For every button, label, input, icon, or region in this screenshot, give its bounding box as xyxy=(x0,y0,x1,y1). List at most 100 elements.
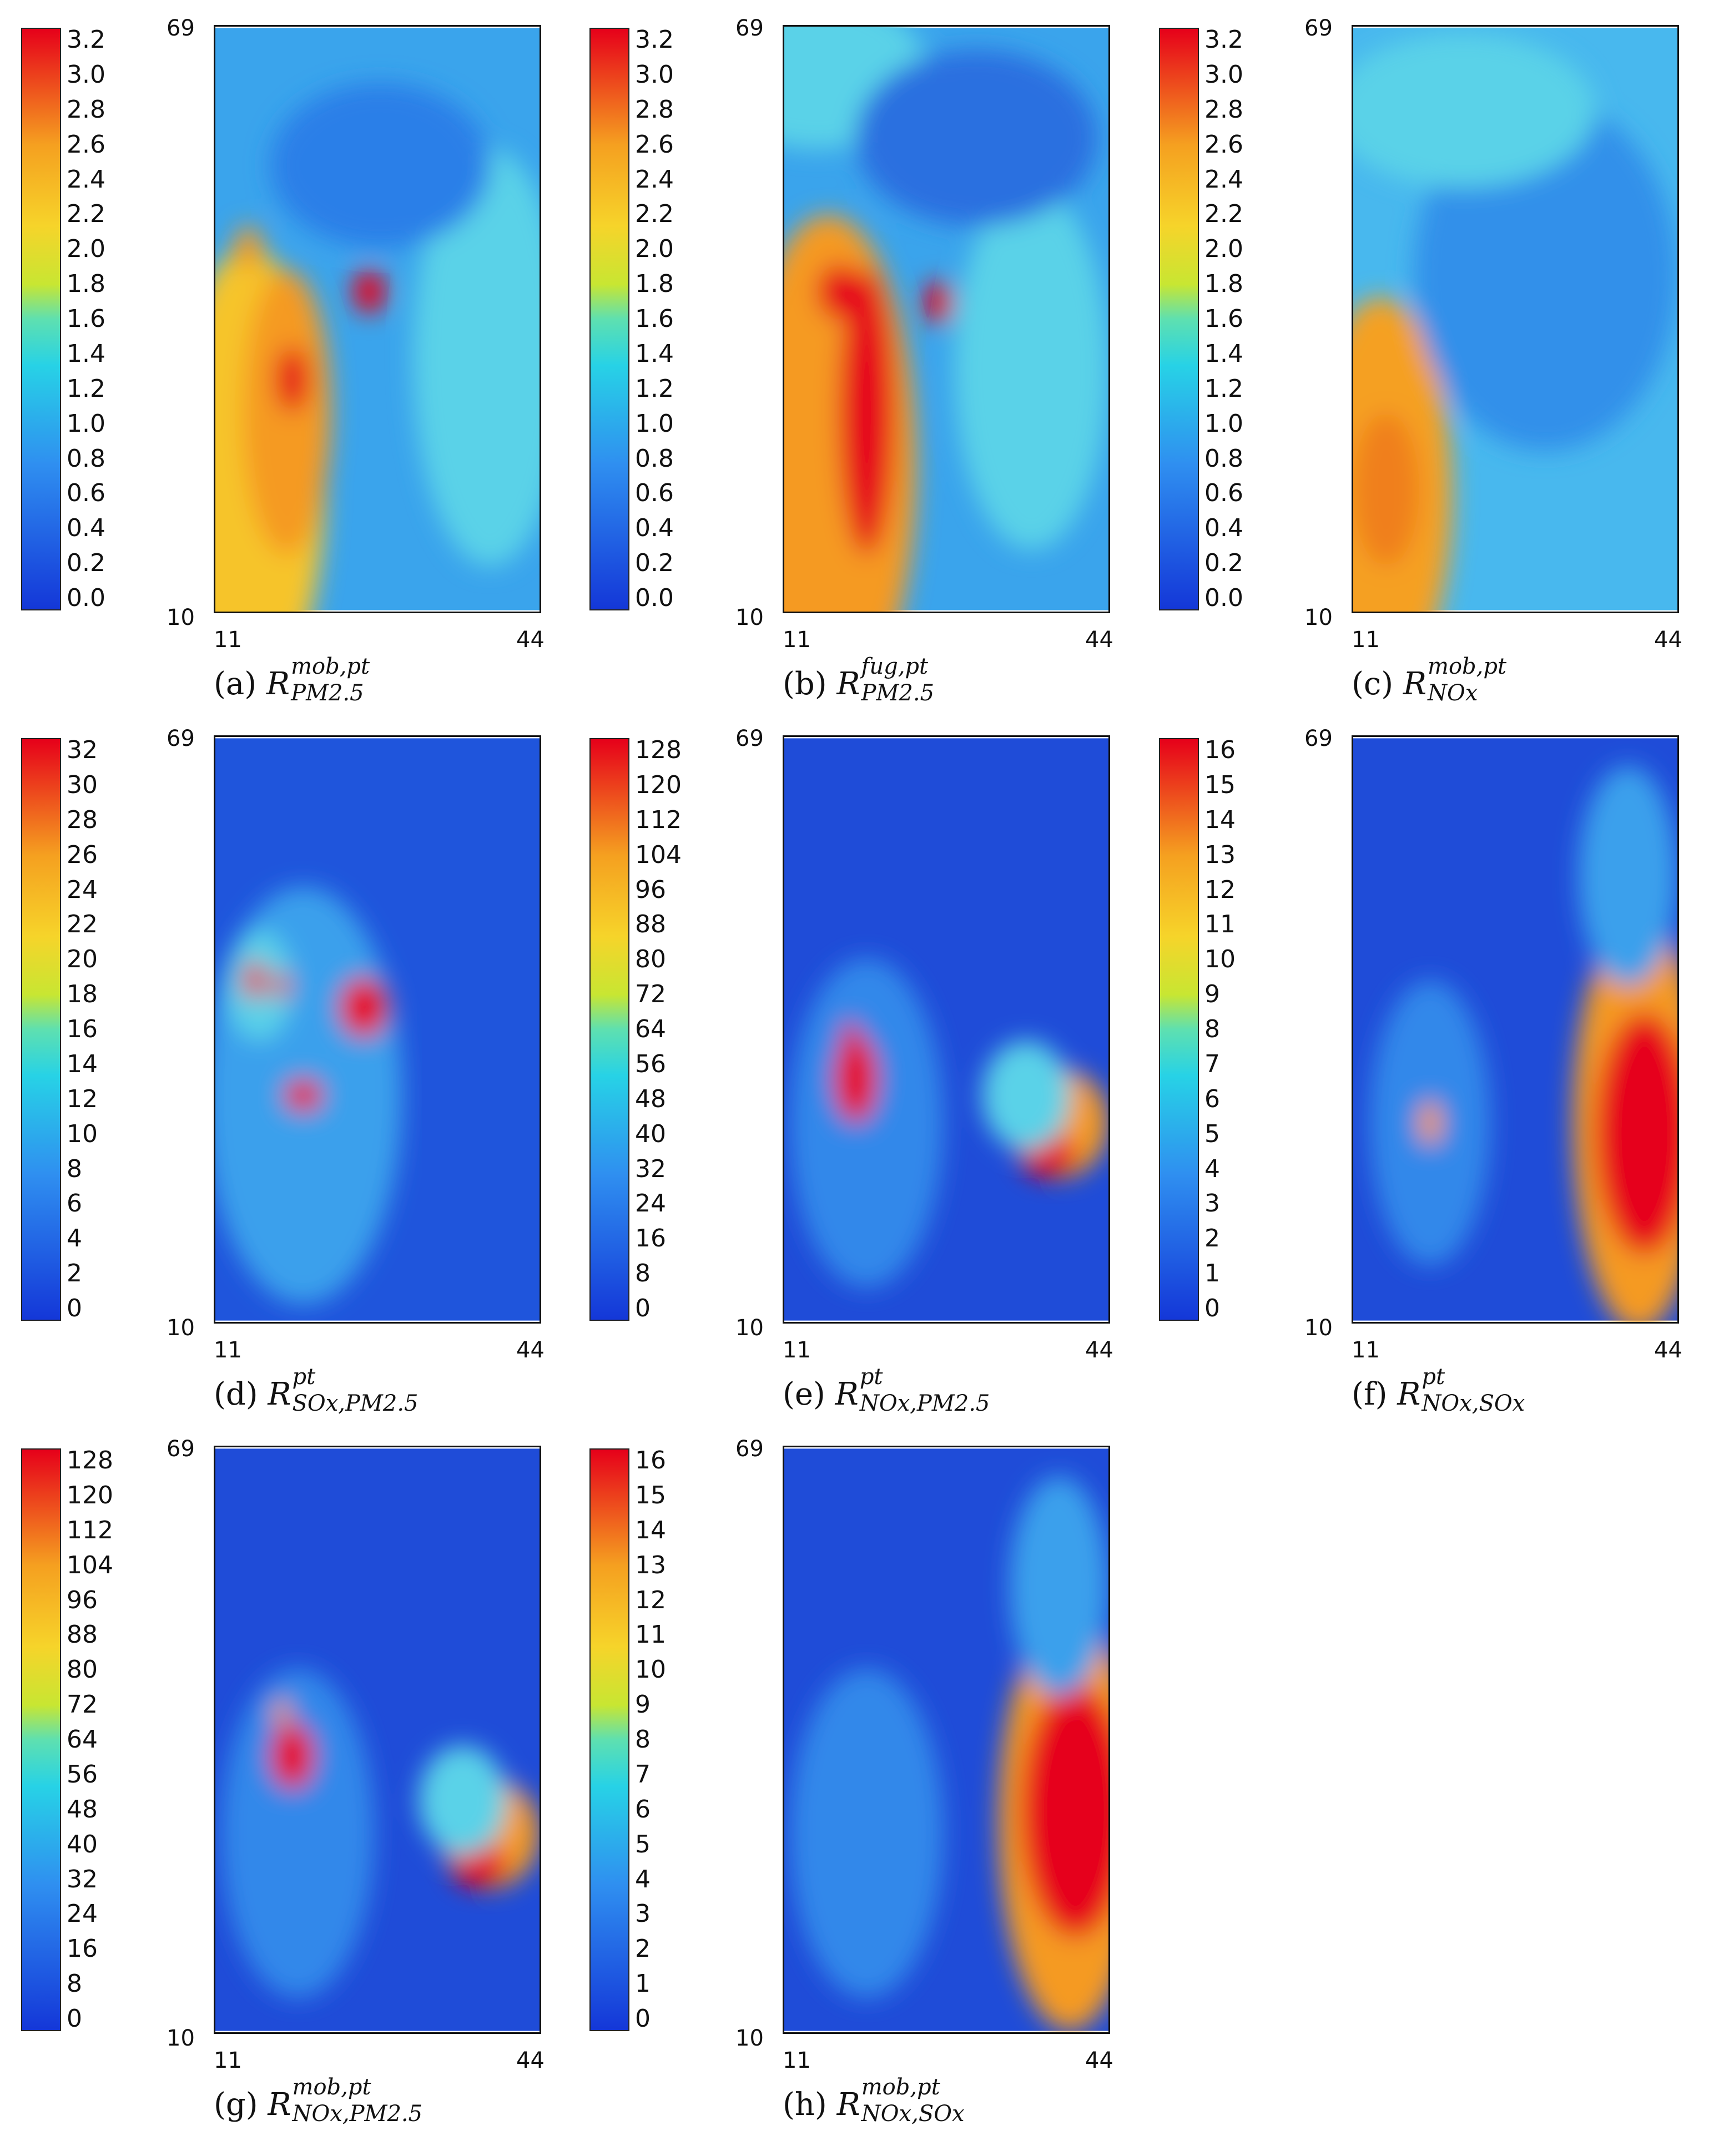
colorbar-tick-label: 24 xyxy=(67,875,98,904)
caption-superscript: mob,pt xyxy=(292,2074,371,2100)
colorbar-tick-label: 72 xyxy=(67,1690,98,1719)
colorbar-tick-label: 1.2 xyxy=(1204,374,1243,403)
colorbar-tick-label: 64 xyxy=(635,1015,666,1043)
x-left-label: 11 xyxy=(1352,627,1380,653)
colorbar-tick-label: 40 xyxy=(635,1119,666,1148)
colorbar-tick-label: 20 xyxy=(67,945,98,974)
colorbar-tick-label: 1.4 xyxy=(67,339,105,368)
colorbar-tick-label: 2.8 xyxy=(1204,95,1243,124)
panel-label: (d) xyxy=(214,1376,258,1412)
x-left-label: 11 xyxy=(214,627,242,653)
caption-superscript: pt xyxy=(859,1364,883,1390)
colorbar-tick-label: 14 xyxy=(635,1516,666,1544)
colorbar-gradient xyxy=(1159,738,1199,1321)
y-bottom-label: 10 xyxy=(167,2026,195,2051)
map-e xyxy=(783,735,1110,1324)
x-left-label: 11 xyxy=(783,627,811,653)
x-left-label: 11 xyxy=(783,2048,811,2073)
colorbar-tick-label: 10 xyxy=(1204,945,1236,974)
ratio-symbol: R xyxy=(835,1376,859,1412)
colorbar-tick-label: 7 xyxy=(1204,1049,1220,1078)
colorbar-gradient xyxy=(21,738,61,1321)
x-left-label: 11 xyxy=(214,1337,242,1363)
colorbar-tick-label: 0.2 xyxy=(635,549,674,578)
colorbar-tick-label: 12 xyxy=(67,1084,98,1113)
colorbar-tick-label: 64 xyxy=(67,1725,98,1754)
x-left-label: 11 xyxy=(783,1337,811,1363)
colorbar-tick-label: 4 xyxy=(67,1224,82,1253)
panel-label: (a) xyxy=(214,666,257,702)
colorbar-tick-label: 24 xyxy=(635,1189,666,1218)
colorbar-tick-label: 2 xyxy=(67,1259,82,1288)
caption-superscript: mob,pt xyxy=(291,654,370,679)
colorbar-tick-label: 1.6 xyxy=(1204,305,1243,333)
ratio-symbol: R xyxy=(1403,666,1427,702)
y-bottom-label: 10 xyxy=(735,1315,764,1341)
colorbar-tick-label: 0.8 xyxy=(1204,444,1243,473)
colorbar-tick-label: 0.6 xyxy=(635,479,674,508)
colorbar-tick-label: 15 xyxy=(1204,770,1236,799)
colorbar-tick-label: 5 xyxy=(635,1830,651,1859)
y-top-label: 69 xyxy=(735,1436,764,1462)
colorbar-tick-label: 104 xyxy=(635,840,682,869)
colorbar-tick-label: 9 xyxy=(635,1690,651,1719)
colorbar-gradient xyxy=(589,1448,629,2031)
colorbar-tick-label: 0 xyxy=(67,1294,82,1322)
colorbar-tick-label: 0.6 xyxy=(1204,479,1243,508)
colorbar-tick-label: 88 xyxy=(635,910,666,939)
colorbar-tick-label: 4 xyxy=(635,1865,651,1894)
colorbar-tick-label: 56 xyxy=(635,1049,666,1078)
colorbar-tick-label: 1.6 xyxy=(635,305,674,333)
colorbar-tick-label: 3.2 xyxy=(1204,26,1243,54)
colorbar-tick-label: 120 xyxy=(635,770,682,799)
colorbar-tick-label: 80 xyxy=(635,945,666,974)
y-top-label: 69 xyxy=(167,16,195,41)
colorbar-tick-label: 2.2 xyxy=(1204,200,1243,229)
colorbar-tick-label: 0 xyxy=(635,2004,651,2033)
colorbar-tick-label: 0.2 xyxy=(67,549,105,578)
x-right-label: 44 xyxy=(1654,1337,1682,1363)
colorbar-tick-label: 40 xyxy=(67,1830,98,1859)
colorbar-tick-label: 11 xyxy=(635,1620,666,1649)
colorbar-tick-label: 1.8 xyxy=(67,270,105,299)
map-h xyxy=(783,1446,1110,2034)
colorbar-tick-label: 0 xyxy=(635,1294,651,1322)
x-right-label: 44 xyxy=(1654,627,1682,653)
colorbar-tick-label: 24 xyxy=(67,1900,98,1928)
colorbar-tick-label: 6 xyxy=(67,1189,82,1218)
colorbar-gradient xyxy=(21,1448,61,2031)
map-a xyxy=(214,25,541,613)
colorbar-tick-label: 2.0 xyxy=(67,235,105,264)
y-bottom-label: 10 xyxy=(1304,1315,1333,1341)
y-top-label: 69 xyxy=(167,1436,195,1462)
x-right-label: 44 xyxy=(1085,2048,1113,2073)
colorbar-gradient xyxy=(589,28,629,610)
y-top-label: 69 xyxy=(735,16,764,41)
colorbar-tick-label: 12 xyxy=(635,1586,666,1614)
map-f xyxy=(1352,735,1679,1324)
x-right-label: 44 xyxy=(516,2048,545,2073)
colorbar-tick-label: 1.4 xyxy=(635,339,674,368)
y-bottom-label: 10 xyxy=(167,605,195,630)
colorbar-tick-label: 0.4 xyxy=(1204,514,1243,543)
colorbar-tick-label: 2.8 xyxy=(635,95,674,124)
colorbar-tick-label: 120 xyxy=(67,1481,113,1509)
panel-label: (h) xyxy=(783,2087,827,2123)
colorbar-gradient xyxy=(1159,28,1199,610)
colorbar-tick-label: 112 xyxy=(67,1516,113,1544)
map-g xyxy=(214,1446,541,2034)
y-top-label: 69 xyxy=(1304,726,1333,751)
caption-superscript: fug,pt xyxy=(861,654,929,679)
colorbar-tick-label: 30 xyxy=(67,770,98,799)
colorbar-tick-label: 16 xyxy=(635,1224,666,1253)
ratio-symbol: R xyxy=(836,666,860,702)
y-bottom-label: 10 xyxy=(735,605,764,630)
colorbar-tick-label: 96 xyxy=(67,1586,98,1614)
colorbar-tick-label: 1.6 xyxy=(67,305,105,333)
panel-label: (b) xyxy=(783,666,827,702)
colorbar-tick-label: 11 xyxy=(1204,910,1236,939)
caption-subscript: NOx,PM2.5 xyxy=(859,1391,990,1416)
